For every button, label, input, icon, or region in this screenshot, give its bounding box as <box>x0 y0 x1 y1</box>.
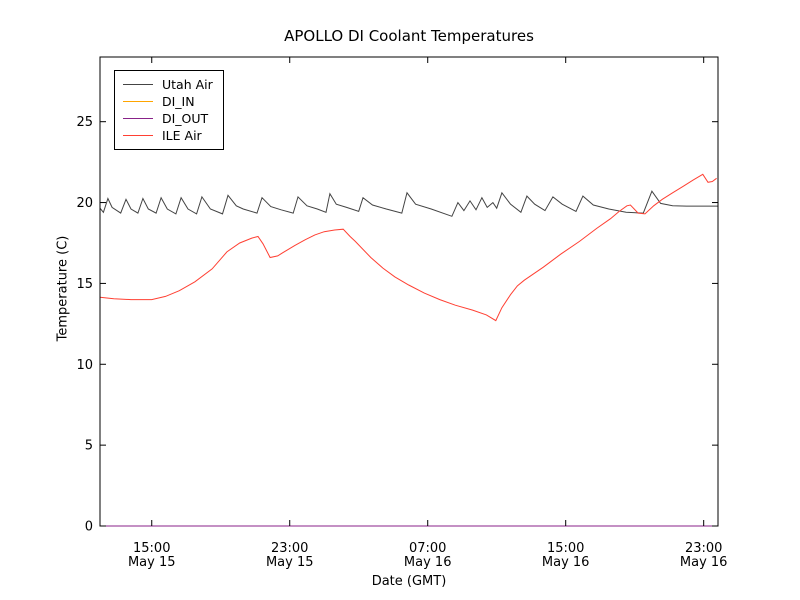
y-tick-label: 10 <box>76 358 93 373</box>
x-tick-label-date: May 16 <box>404 555 452 570</box>
legend-item-di-out: DI_OUT <box>123 110 213 127</box>
x-tick-label-time: 15:00 <box>547 541 584 556</box>
series-line-utah-air <box>99 190 718 217</box>
legend-line-sample-utah-air <box>123 84 153 85</box>
y-tick-label: 15 <box>76 277 93 292</box>
y-tick-label: 20 <box>76 196 93 211</box>
x-tick-label-time: 23:00 <box>685 541 722 556</box>
legend-label: DI_OUT <box>162 111 209 126</box>
legend-label: DI_IN <box>162 94 195 109</box>
x-tick-label-date: May 16 <box>542 555 590 570</box>
legend-line-sample-ile-air <box>123 135 153 136</box>
legend-box: Utah Air DI_IN DI_OUT ILE Air <box>114 70 224 150</box>
y-tick-label: 0 <box>85 520 93 535</box>
legend-line-sample-di-out <box>123 118 153 119</box>
y-tick-label: 5 <box>85 439 93 454</box>
series-line-ile-air <box>99 173 717 322</box>
legend-item-di-in: DI_IN <box>123 93 213 110</box>
x-tick-label-date: May 15 <box>266 555 314 570</box>
x-tick-label-date: May 15 <box>128 555 176 570</box>
legend-item-utah-air: Utah Air <box>123 76 213 93</box>
x-tick-label-time: 23:00 <box>271 541 308 556</box>
legend-label: ILE Air <box>162 128 202 143</box>
ticks-group <box>100 57 718 527</box>
x-tick-label-time: 15:00 <box>133 541 170 556</box>
legend-label: Utah Air <box>162 77 213 92</box>
legend-line-sample-di-in <box>123 101 153 102</box>
y-tick-label: 25 <box>76 115 93 130</box>
x-tick-label-time: 07:00 <box>409 541 446 556</box>
y-axis-label: Temperature (C) <box>55 235 71 342</box>
x-axis-label: Date (GMT) <box>371 574 447 589</box>
legend-item-ile-air: ILE Air <box>123 127 213 144</box>
x-tick-label-date: May 16 <box>680 555 728 570</box>
series-group <box>99 173 718 322</box>
chart-title: APOLLO DI Coolant Temperatures <box>284 27 534 45</box>
